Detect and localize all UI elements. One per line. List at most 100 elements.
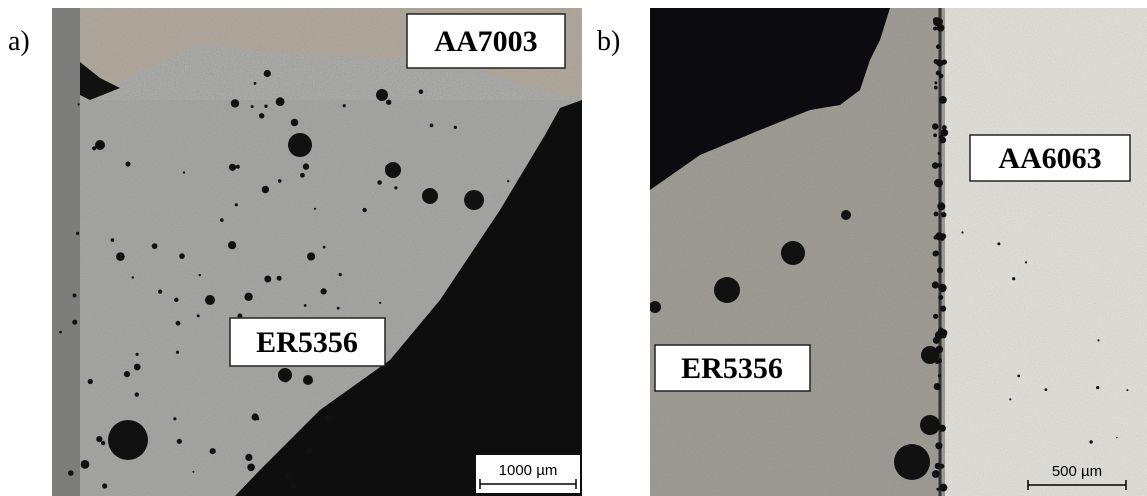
pore bbox=[464, 190, 484, 210]
pore bbox=[304, 304, 307, 307]
pore bbox=[205, 295, 215, 305]
weld-label: ER5356 bbox=[256, 326, 358, 359]
pore bbox=[939, 484, 947, 492]
pore bbox=[937, 61, 943, 67]
pore bbox=[102, 483, 107, 488]
pore bbox=[649, 301, 661, 313]
pore bbox=[192, 471, 194, 473]
pore bbox=[841, 210, 851, 220]
pore bbox=[938, 152, 941, 155]
pore bbox=[95, 140, 105, 150]
pore bbox=[229, 164, 236, 171]
pore bbox=[920, 415, 940, 435]
pore bbox=[177, 439, 182, 444]
pore bbox=[81, 460, 90, 469]
pore bbox=[264, 276, 271, 283]
pore bbox=[179, 253, 185, 259]
panel-label: b) bbox=[597, 26, 620, 57]
pore bbox=[134, 364, 141, 371]
pore bbox=[454, 126, 457, 129]
base-metal-label: AA6063 bbox=[998, 142, 1101, 175]
pore bbox=[116, 252, 125, 261]
pore bbox=[1017, 375, 1020, 378]
pore bbox=[938, 295, 943, 300]
figure: a) AA7003 ER5356 1000 µm b) AA6063 ER535… bbox=[0, 0, 1147, 496]
pore bbox=[277, 276, 282, 281]
pore bbox=[1096, 386, 1099, 389]
pore bbox=[125, 161, 130, 166]
pore bbox=[276, 97, 285, 106]
micrograph-a bbox=[52, 8, 582, 496]
pore bbox=[934, 86, 938, 90]
edge bbox=[52, 8, 80, 496]
pore bbox=[108, 420, 148, 460]
pore bbox=[933, 337, 940, 344]
pore bbox=[934, 212, 939, 217]
pore bbox=[136, 353, 139, 356]
pore bbox=[176, 321, 181, 326]
pore bbox=[152, 243, 158, 249]
weld-label: ER5356 bbox=[681, 352, 783, 385]
pore bbox=[379, 302, 381, 304]
pore bbox=[932, 281, 939, 288]
pore bbox=[247, 464, 255, 472]
pore bbox=[940, 329, 947, 336]
pore bbox=[430, 124, 434, 128]
pore bbox=[252, 413, 259, 420]
pore bbox=[288, 133, 312, 157]
pore bbox=[339, 273, 342, 276]
pore bbox=[933, 251, 939, 257]
pore bbox=[101, 441, 105, 445]
pore bbox=[103, 88, 108, 93]
pore bbox=[932, 162, 939, 169]
pore bbox=[291, 119, 299, 127]
pore bbox=[264, 70, 271, 77]
pore bbox=[1097, 339, 1099, 341]
pore bbox=[941, 212, 946, 217]
pore bbox=[78, 103, 80, 105]
pore bbox=[377, 180, 382, 185]
pore bbox=[422, 188, 438, 204]
pore bbox=[936, 44, 941, 49]
pore bbox=[394, 186, 397, 189]
pore bbox=[337, 307, 340, 310]
scale-bar-label: 1000 µm bbox=[499, 462, 558, 479]
pore bbox=[938, 374, 941, 377]
pore bbox=[173, 417, 176, 420]
pore bbox=[362, 208, 366, 212]
pore bbox=[285, 472, 293, 480]
pore bbox=[894, 444, 930, 480]
pore bbox=[284, 378, 288, 382]
pore bbox=[934, 81, 937, 84]
scale-bar-label: 500 µm bbox=[1052, 463, 1102, 480]
pore bbox=[244, 293, 252, 301]
pore bbox=[933, 17, 942, 26]
pore bbox=[1089, 440, 1092, 443]
pore bbox=[314, 208, 316, 210]
pore bbox=[264, 105, 267, 108]
pore bbox=[1009, 398, 1011, 400]
pore bbox=[300, 173, 305, 178]
pore bbox=[937, 267, 943, 273]
pore bbox=[72, 320, 77, 325]
pore bbox=[1126, 389, 1128, 391]
pore bbox=[386, 100, 391, 105]
pore bbox=[1025, 261, 1027, 263]
pore bbox=[210, 448, 216, 454]
pore bbox=[937, 358, 942, 363]
pore bbox=[939, 425, 946, 432]
pore bbox=[278, 179, 282, 183]
pore bbox=[236, 165, 240, 169]
pore bbox=[124, 371, 130, 377]
pore bbox=[934, 383, 941, 390]
pore bbox=[1045, 388, 1048, 391]
pore bbox=[135, 392, 139, 396]
pore bbox=[307, 252, 315, 260]
pore bbox=[199, 274, 201, 276]
pore bbox=[92, 146, 96, 150]
pore bbox=[934, 179, 943, 188]
base-metal bbox=[945, 8, 1147, 496]
pore bbox=[961, 231, 963, 233]
pore bbox=[68, 470, 74, 476]
pore bbox=[376, 89, 388, 101]
